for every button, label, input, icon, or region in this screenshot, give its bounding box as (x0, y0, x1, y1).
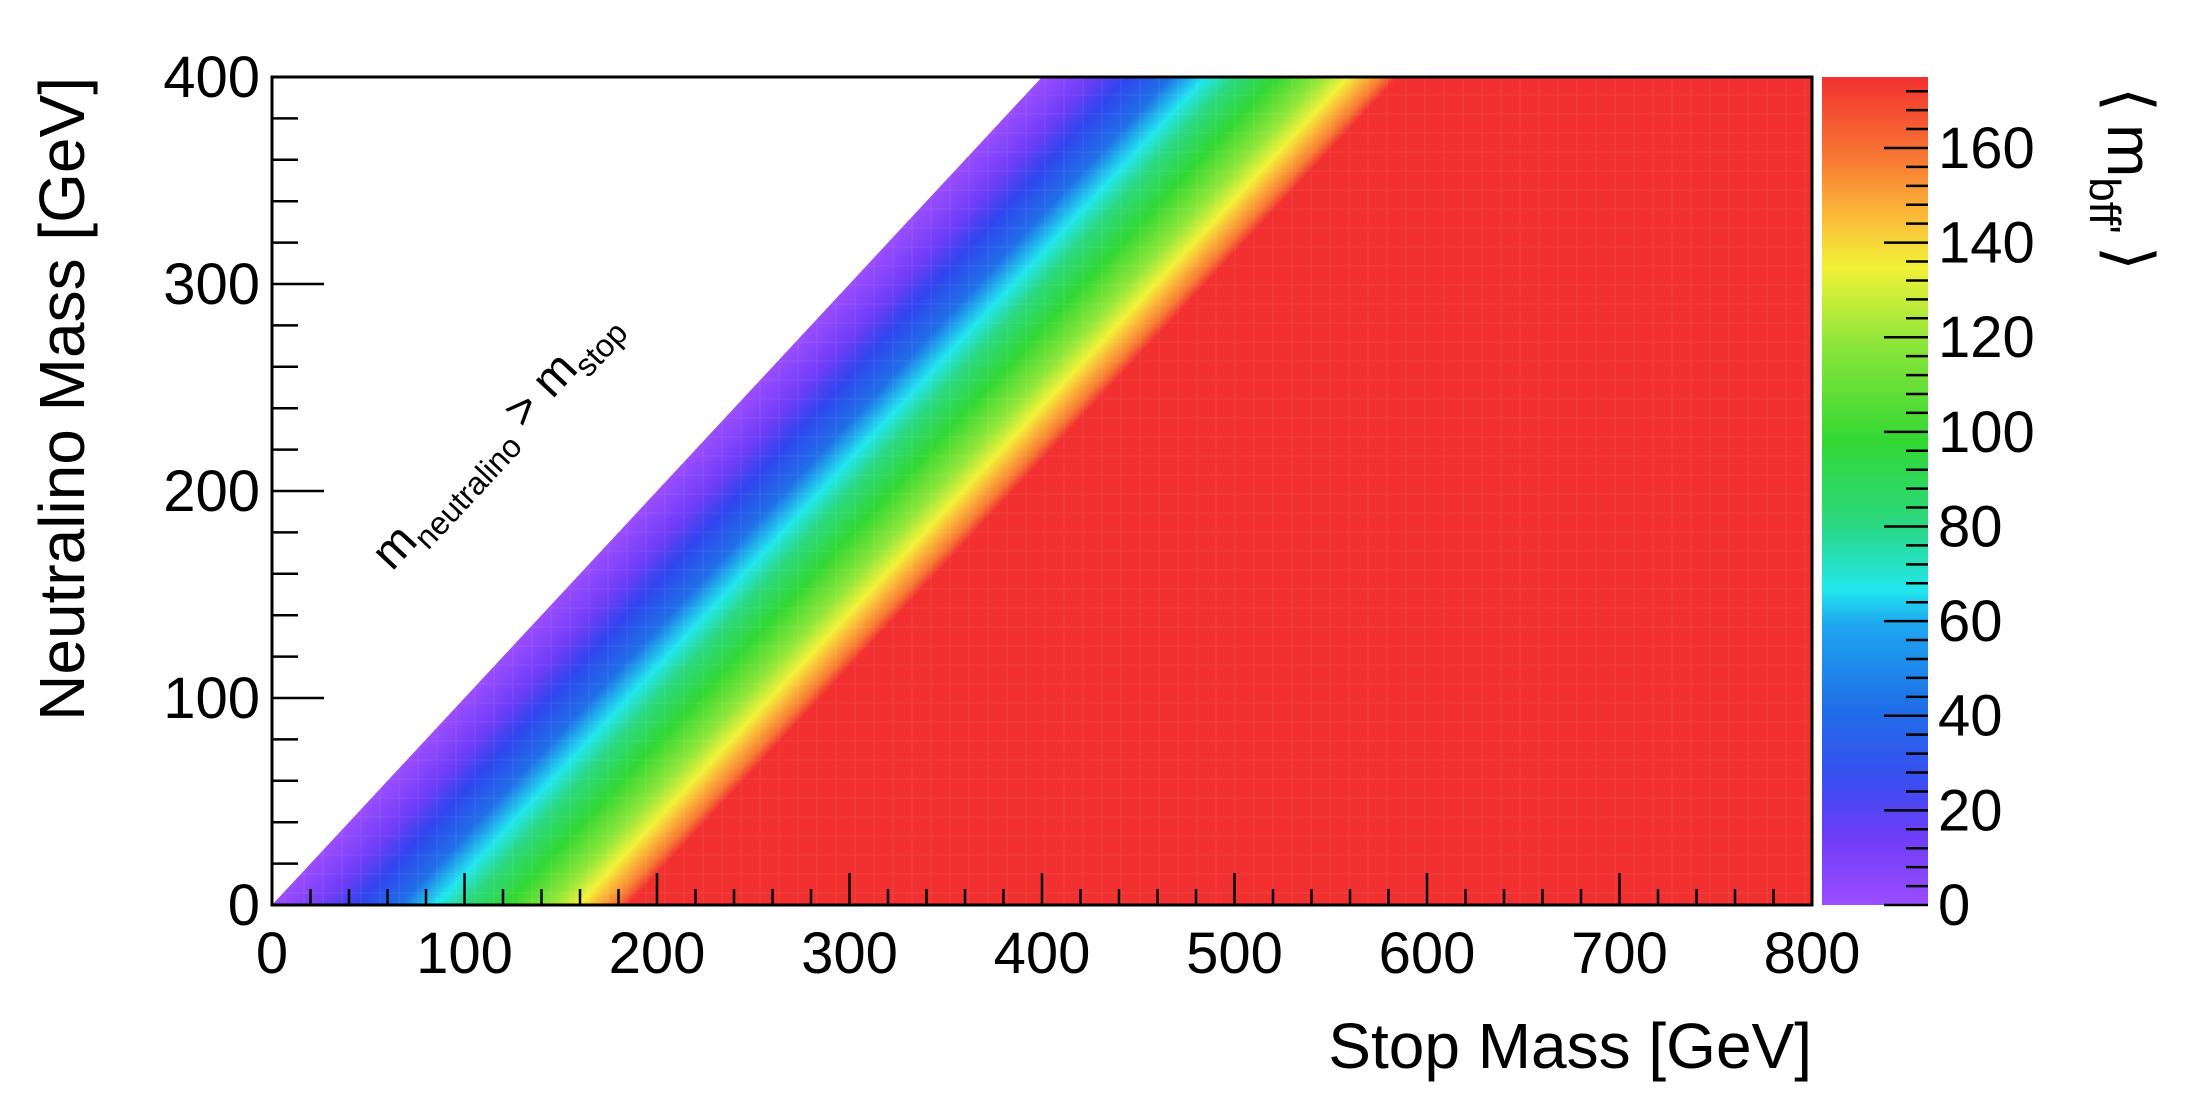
x-tick-label: 500 (1186, 921, 1283, 986)
y-axis-ticks (272, 75, 324, 907)
x-tick-label: 200 (609, 921, 706, 986)
colorbar-tick-label: 140 (1938, 211, 2035, 276)
heatmap-empty-region (272, 77, 1042, 905)
x-axis-ticks (270, 873, 1814, 905)
colorbar-title: ⟨ mbff' ⟩ (2080, 87, 2166, 271)
colorbar-tick-label: 100 (1938, 400, 2035, 465)
y-tick-label: 0 (228, 873, 260, 938)
colorbar-tick-label: 60 (1938, 589, 2003, 654)
colorbar-title-main: m (2094, 124, 2166, 177)
colorbar-title-right-bracket: ⟩ (2094, 246, 2166, 271)
x-tick-label: 600 (1379, 921, 1476, 986)
y-axis-title: Neutralino Mass [GeV] (26, 77, 98, 721)
x-tick-label: 0 (256, 921, 288, 986)
colorbar-tick-label: 120 (1938, 305, 2035, 370)
colorbar-tick-label: 80 (1938, 494, 2003, 559)
y-axis-tick-labels: 0 100 200 300 400 (163, 45, 260, 938)
x-tick-label: 300 (801, 921, 898, 986)
y-tick-label: 400 (163, 45, 260, 110)
x-axis-tick-labels: 0 100 200 300 400 500 600 700 800 (256, 921, 1861, 986)
colorbar (1822, 77, 1928, 905)
y-tick-label: 200 (163, 459, 260, 524)
x-tick-label: 800 (1764, 921, 1861, 986)
x-tick-label: 100 (416, 921, 513, 986)
colorbar-tick-label: 0 (1938, 873, 1970, 938)
colorbar-title-left-bracket: ⟨ (2094, 87, 2166, 112)
x-axis-title: Stop Mass [GeV] (1328, 1010, 1812, 1082)
y-tick-label: 100 (163, 666, 260, 731)
colorbar-ticks (1884, 89, 1928, 907)
colorbar-tick-label: 160 (1938, 116, 2035, 181)
colorbar-title-sub: bff' (2080, 177, 2129, 234)
plot-area (272, 77, 1812, 905)
x-tick-label: 400 (994, 921, 1091, 986)
colorbar-tick-labels: 0 20 40 60 80 100 120 140 160 (1938, 116, 2035, 938)
colorbar-tick-label: 20 (1938, 778, 2003, 843)
colorbar-tick-label: 40 (1938, 684, 2003, 749)
y-tick-label: 300 (163, 252, 260, 317)
x-tick-label: 700 (1571, 921, 1668, 986)
